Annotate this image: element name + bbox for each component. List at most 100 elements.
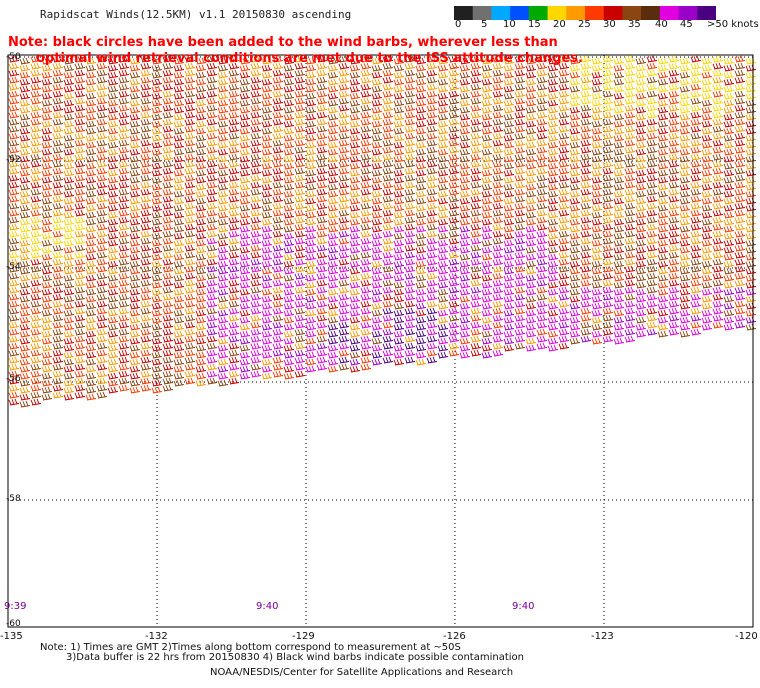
wind-barb — [646, 118, 658, 126]
wind-barb — [151, 351, 163, 359]
wind-barb — [360, 230, 372, 238]
wind-barb — [624, 174, 636, 182]
wind-barb — [569, 99, 581, 107]
wind-barb — [151, 155, 163, 163]
wind-barb — [305, 330, 317, 338]
lat-label-52: -52 — [6, 155, 21, 165]
wind-barb — [8, 279, 20, 287]
wind-barb — [349, 141, 361, 149]
wind-barb — [30, 356, 42, 364]
wind-barb — [415, 190, 427, 198]
wind-barb — [41, 379, 53, 387]
wind-barb — [195, 267, 207, 275]
wind-barb — [151, 78, 163, 86]
wind-barb — [19, 183, 31, 191]
wind-barb — [41, 85, 53, 93]
wind-barb — [250, 314, 262, 322]
wind-barb — [96, 83, 108, 91]
wind-barb — [129, 141, 141, 149]
wind-barb — [470, 286, 482, 294]
wind-barb — [558, 55, 570, 63]
wind-barb — [85, 302, 97, 310]
wind-barb — [173, 309, 185, 317]
wind-barb — [228, 132, 240, 140]
wind-barb — [85, 134, 97, 142]
wind-barb — [151, 99, 163, 107]
wind-barb — [41, 246, 53, 254]
wind-barb — [690, 209, 702, 217]
wind-barb — [371, 225, 383, 233]
wind-barb — [404, 307, 416, 315]
wind-barb — [41, 204, 53, 212]
wind-barb — [316, 342, 328, 350]
wind-barb — [261, 330, 273, 338]
wind-barb — [272, 328, 284, 336]
wind-barb — [635, 246, 647, 254]
wind-barb — [338, 174, 350, 182]
wind-barb — [646, 202, 658, 210]
wind-barb — [118, 132, 130, 140]
colorbar — [454, 5, 717, 24]
wind-barb — [173, 365, 185, 373]
wind-barb — [371, 190, 383, 198]
wind-barb — [437, 92, 449, 100]
wind-barb — [701, 169, 713, 177]
wind-barb — [96, 55, 108, 63]
wind-barb — [272, 216, 284, 224]
wind-barb — [657, 134, 669, 142]
wind-barb — [624, 244, 636, 252]
wind-barb — [217, 274, 229, 282]
wind-barb — [470, 328, 482, 336]
wind-barb — [349, 344, 361, 352]
wind-barb — [261, 288, 273, 296]
wind-barb — [30, 370, 42, 378]
wind-barb — [503, 148, 515, 156]
wind-barb — [360, 293, 372, 301]
wind-barb — [173, 78, 185, 86]
wind-barb — [679, 134, 691, 142]
wind-barb — [668, 251, 680, 259]
wind-barb — [547, 78, 559, 86]
wind-barb — [96, 244, 108, 252]
wind-barb — [162, 328, 174, 336]
wind-barb — [305, 141, 317, 149]
wind-barb — [602, 76, 614, 84]
wind-barb — [404, 314, 416, 322]
wind-barb — [492, 258, 504, 266]
wind-barb — [371, 302, 383, 310]
wind-barb — [63, 344, 75, 352]
wind-barb — [591, 127, 603, 135]
wind-barb — [74, 90, 86, 98]
wind-barb — [371, 281, 383, 289]
wind-barb — [470, 111, 482, 119]
wind-barb — [404, 69, 416, 77]
wind-barb — [85, 337, 97, 345]
wind-barb — [503, 120, 515, 128]
wind-barb — [723, 120, 735, 128]
wind-barb — [503, 246, 515, 254]
wind-barb — [657, 204, 669, 212]
wind-barb — [41, 232, 53, 240]
wind-barb — [96, 265, 108, 273]
wind-barb — [85, 246, 97, 254]
wind-barb — [63, 162, 75, 170]
wind-barb — [613, 127, 625, 135]
wind-barb — [294, 223, 306, 231]
wind-barb — [96, 342, 108, 350]
wind-barb — [206, 153, 218, 161]
wind-barb — [140, 335, 152, 343]
wind-barb — [283, 253, 295, 261]
wind-barb — [217, 323, 229, 331]
wind-barb — [316, 230, 328, 238]
wind-barb — [107, 358, 119, 366]
wind-barb — [393, 232, 405, 240]
wind-barb — [96, 202, 108, 210]
wind-barb — [206, 335, 218, 343]
wind-barb — [657, 106, 669, 114]
wind-barb — [558, 62, 570, 70]
wind-barb — [602, 188, 614, 196]
wind-barb — [239, 57, 251, 65]
wind-barb — [437, 267, 449, 275]
wind-barb — [96, 251, 108, 259]
wind-barb — [371, 316, 383, 324]
